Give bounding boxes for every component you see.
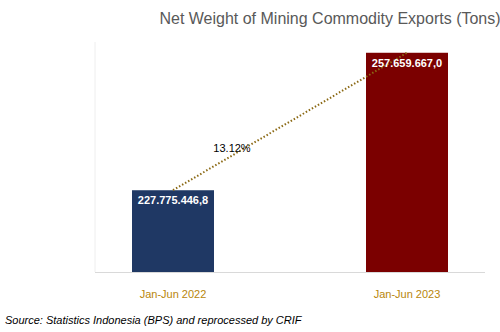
annotation: 13.12% — [213, 142, 251, 154]
chart: Net Weight of Mining Commodity Exports (… — [0, 0, 500, 332]
trend-connector — [173, 53, 407, 190]
category-label: Jan-Jun 2023 — [374, 288, 441, 300]
bar — [366, 53, 448, 272]
data-label: 227.775.446,8 — [138, 194, 208, 206]
bar — [132, 190, 214, 272]
data-label: 257.659.667,0 — [372, 57, 442, 69]
bars — [132, 53, 448, 272]
baseline — [95, 272, 485, 273]
chart-root: Net Weight of Mining Commodity Exports (… — [0, 0, 500, 332]
y-axis-line — [95, 42, 96, 272]
source-note: Source: Statistics Indonesia (BPS) and r… — [5, 314, 303, 326]
title: Net Weight of Mining Commodity Exports (… — [159, 10, 500, 27]
category-label: Jan-Jun 2022 — [140, 288, 207, 300]
